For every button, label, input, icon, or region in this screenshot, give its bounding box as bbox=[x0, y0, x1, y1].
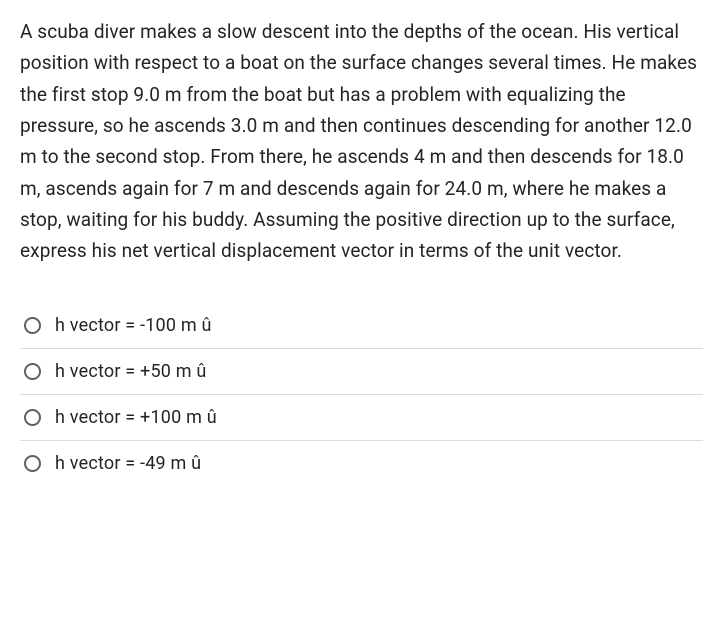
radio-icon bbox=[24, 455, 41, 472]
option-label: h vector = +100 m û bbox=[55, 407, 217, 428]
radio-icon bbox=[24, 363, 41, 380]
options-group: h vector = -100 m û h vector = +50 m û h… bbox=[20, 303, 703, 486]
option-label: h vector = -49 m û bbox=[55, 453, 201, 474]
option-0[interactable]: h vector = -100 m û bbox=[20, 303, 703, 349]
question-text: A scuba diver makes a slow descent into … bbox=[20, 16, 703, 267]
option-2[interactable]: h vector = +100 m û bbox=[20, 395, 703, 441]
option-label: h vector = -100 m û bbox=[55, 315, 212, 336]
option-1[interactable]: h vector = +50 m û bbox=[20, 349, 703, 395]
option-label: h vector = +50 m û bbox=[55, 361, 207, 382]
option-3[interactable]: h vector = -49 m û bbox=[20, 441, 703, 486]
radio-icon bbox=[24, 409, 41, 426]
radio-icon bbox=[24, 317, 41, 334]
